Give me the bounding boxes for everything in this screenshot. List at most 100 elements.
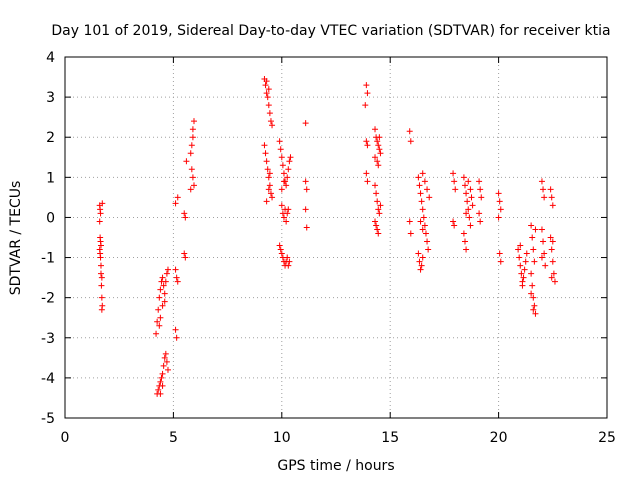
data-point xyxy=(163,270,170,277)
data-point xyxy=(188,166,195,173)
axis-ticks xyxy=(64,56,608,419)
data-point xyxy=(98,294,105,301)
data-point xyxy=(161,298,168,305)
x-tick-label: 5 xyxy=(169,430,178,446)
data-point xyxy=(285,262,292,269)
data-point xyxy=(269,194,276,201)
y-tick-label: 1 xyxy=(46,170,55,186)
data-point xyxy=(497,206,504,213)
data-point xyxy=(173,334,180,341)
data-point xyxy=(263,158,270,165)
data-point xyxy=(266,182,273,189)
data-point xyxy=(407,138,414,145)
data-point xyxy=(517,262,524,269)
data-point xyxy=(375,142,382,149)
data-point xyxy=(452,186,459,193)
y-tick-label: -2 xyxy=(41,291,55,307)
data-point xyxy=(466,214,473,221)
data-point xyxy=(98,274,105,281)
data-point xyxy=(372,218,379,225)
data-point xyxy=(549,202,556,209)
data-point xyxy=(182,214,189,221)
data-point xyxy=(495,190,502,197)
data-point xyxy=(476,210,483,217)
data-point xyxy=(158,374,165,381)
data-point xyxy=(424,186,431,193)
data-point xyxy=(407,230,414,237)
data-point xyxy=(372,154,379,161)
data-point xyxy=(416,182,423,189)
data-point xyxy=(276,138,283,145)
data-point xyxy=(538,254,545,261)
data-point xyxy=(464,198,471,205)
data-point xyxy=(518,270,525,277)
data-point xyxy=(463,210,470,217)
data-point xyxy=(157,378,164,385)
data-point xyxy=(463,246,470,253)
data-point xyxy=(153,330,160,337)
data-point xyxy=(541,250,548,257)
data-point xyxy=(164,266,171,273)
y-tick-label: 4 xyxy=(46,50,55,66)
data-point xyxy=(264,166,271,173)
data-point xyxy=(97,242,104,249)
data-point xyxy=(263,90,270,97)
data-point xyxy=(280,178,287,185)
data-point xyxy=(451,178,458,185)
data-point xyxy=(530,306,537,313)
data-point xyxy=(406,128,413,135)
data-point xyxy=(302,120,309,127)
data-point xyxy=(375,230,382,237)
data-point xyxy=(376,146,383,153)
data-point xyxy=(172,266,179,273)
x-axis-label: GPS time / hours xyxy=(277,458,394,474)
data-point xyxy=(96,218,103,225)
data-point xyxy=(532,310,539,317)
y-tick-label: 0 xyxy=(46,210,55,226)
data-point xyxy=(181,250,188,257)
data-point xyxy=(426,194,433,201)
data-point xyxy=(266,110,273,117)
data-point xyxy=(548,194,555,201)
data-point xyxy=(156,294,163,301)
data-point xyxy=(376,210,383,217)
data-point xyxy=(419,254,426,261)
data-point xyxy=(265,86,272,93)
data-point xyxy=(267,118,274,125)
data-point xyxy=(182,254,189,261)
data-point xyxy=(160,282,167,289)
data-point xyxy=(364,178,371,185)
data-point xyxy=(277,146,284,153)
data-point xyxy=(531,302,538,309)
data-point xyxy=(528,270,535,277)
data-point xyxy=(174,278,181,285)
data-point xyxy=(417,266,424,273)
data-point xyxy=(269,122,276,129)
data-point xyxy=(463,190,470,197)
data-point xyxy=(364,142,371,149)
data-point xyxy=(549,238,556,245)
data-point xyxy=(419,170,426,177)
data-point xyxy=(465,178,472,185)
data-point xyxy=(172,200,179,207)
data-point xyxy=(286,258,293,265)
data-point xyxy=(476,178,483,185)
data-point xyxy=(377,150,384,157)
chart-title: Day 101 of 2019, Sidereal Day-to-day VTE… xyxy=(51,23,610,39)
data-point xyxy=(283,218,290,225)
data-point xyxy=(415,174,422,181)
x-tick-label: 0 xyxy=(61,430,70,446)
data-point xyxy=(425,246,432,253)
data-point xyxy=(495,214,502,221)
data-point xyxy=(159,382,166,389)
data-point xyxy=(406,218,413,225)
data-point xyxy=(190,118,197,125)
data-point xyxy=(547,234,554,241)
data-point xyxy=(187,150,194,157)
x-tick-label: 15 xyxy=(381,430,399,446)
y-tick-label: -5 xyxy=(41,411,55,427)
data-point xyxy=(189,134,196,141)
data-point xyxy=(262,82,269,89)
data-point xyxy=(469,202,476,209)
data-point xyxy=(97,254,104,261)
